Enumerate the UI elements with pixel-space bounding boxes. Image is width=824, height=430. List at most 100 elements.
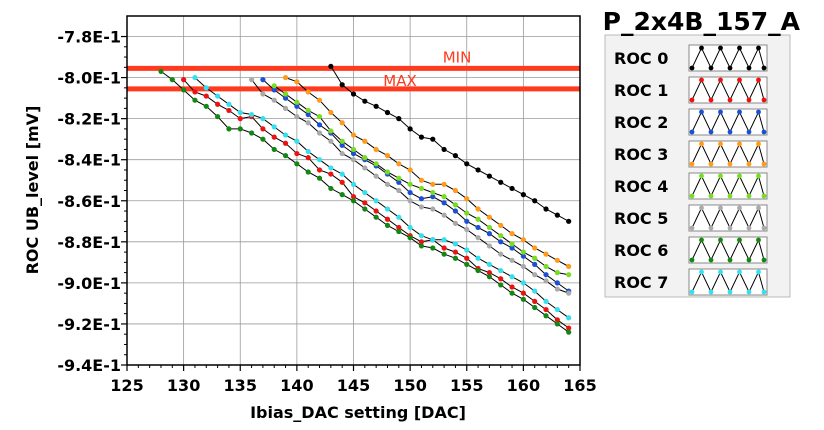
data-point (316, 113, 323, 120)
data-point (362, 206, 368, 212)
series-roc-6 (158, 68, 572, 335)
legend-entry-roc-6: ROC 6 (614, 236, 768, 264)
legend-swatch-marker (761, 65, 767, 71)
legend-swatch-marker (737, 237, 742, 243)
data-point (532, 298, 538, 304)
y-tick-label: -8.8E-1 (57, 233, 121, 252)
chart-title: P_2x4B_157_A (603, 7, 801, 36)
data-point (543, 251, 549, 257)
series-roc-4 (271, 83, 572, 278)
legend-swatch-marker (727, 289, 733, 295)
data-point (282, 105, 289, 111)
data-point (498, 233, 504, 239)
data-point (464, 210, 470, 216)
legend-swatch-marker (727, 257, 733, 263)
legend-swatch-marker (708, 289, 714, 295)
data-point (452, 220, 459, 226)
data-point (328, 63, 334, 69)
data-point (192, 97, 198, 103)
data-point (543, 206, 549, 212)
legend-swatch-marker (761, 97, 767, 103)
reference-label-min: MIN (443, 48, 472, 66)
data-point (441, 194, 447, 200)
data-point (316, 122, 323, 128)
data-point (260, 91, 266, 97)
data-point (532, 304, 538, 311)
data-point (407, 189, 413, 196)
data-point (396, 161, 402, 167)
reference-label-max: MAX (383, 72, 416, 90)
y-tick-label: -7.8E-1 (57, 28, 121, 47)
legend-swatch-marker (737, 205, 742, 211)
legend-label: ROC 2 (614, 113, 668, 132)
data-point (464, 161, 470, 167)
data-point (566, 272, 572, 278)
data-point (509, 241, 515, 247)
data-point (452, 202, 459, 208)
reference-lines: MIN MAX (127, 48, 580, 92)
data-point (328, 109, 334, 116)
legend-swatch-marker (761, 193, 767, 199)
data-point (316, 157, 323, 163)
data-point (452, 153, 459, 159)
data-point (282, 95, 289, 101)
data-point (475, 167, 481, 173)
data-point (475, 267, 481, 274)
legend-label: ROC 7 (614, 273, 668, 292)
legend-swatch-marker (718, 141, 723, 147)
data-point (418, 134, 425, 140)
legend-swatch-marker (737, 269, 742, 275)
data-point (543, 278, 549, 284)
data-point (407, 224, 413, 231)
data-point (305, 111, 311, 118)
data-point (509, 290, 515, 296)
data-point (486, 261, 492, 268)
data-point (566, 315, 572, 321)
data-point (543, 306, 549, 313)
data-point (158, 68, 164, 75)
data-point (192, 89, 198, 95)
data-point (543, 313, 549, 319)
data-point (498, 267, 504, 274)
data-point (305, 148, 311, 155)
legend-swatch-marker (718, 45, 723, 51)
legend-swatch-marker (756, 237, 761, 243)
data-point (407, 181, 413, 187)
data-point (554, 321, 560, 327)
data-point (373, 214, 379, 220)
data-point (452, 255, 459, 261)
data-point (407, 198, 413, 204)
data-point (509, 231, 515, 237)
data-point (328, 138, 334, 144)
series-line (262, 79, 569, 292)
data-point (520, 263, 526, 270)
data-point (396, 175, 402, 181)
data-point (384, 222, 391, 228)
data-point (554, 270, 560, 276)
data-point (362, 98, 368, 104)
data-point (554, 280, 560, 286)
axes: -7.8E-1 -8.0E-1 -8.2E-1 -8.4E-1 -8.6E-1 -8.8E… (57, 28, 596, 395)
data-point (407, 235, 413, 241)
data-point (271, 87, 277, 93)
data-point (441, 237, 447, 243)
data-point (520, 237, 526, 243)
data-point (373, 146, 379, 153)
legend-swatch-marker (761, 161, 767, 167)
data-point (226, 107, 232, 114)
data-point (520, 296, 526, 302)
y-tick-label: -8.2E-1 (57, 110, 121, 129)
data-point (384, 109, 391, 116)
data-point (554, 317, 560, 323)
legend-swatch-marker (689, 65, 695, 71)
x-tick-label: 150 (393, 376, 426, 395)
data-point (554, 212, 560, 218)
data-point (328, 128, 334, 134)
legend-swatch-marker (737, 173, 742, 179)
data-point (396, 179, 402, 185)
data-point (271, 146, 277, 153)
legend-swatch-marker (699, 269, 704, 275)
data-point (282, 140, 289, 146)
legend-swatch-marker (727, 161, 733, 167)
data-point (271, 97, 277, 103)
